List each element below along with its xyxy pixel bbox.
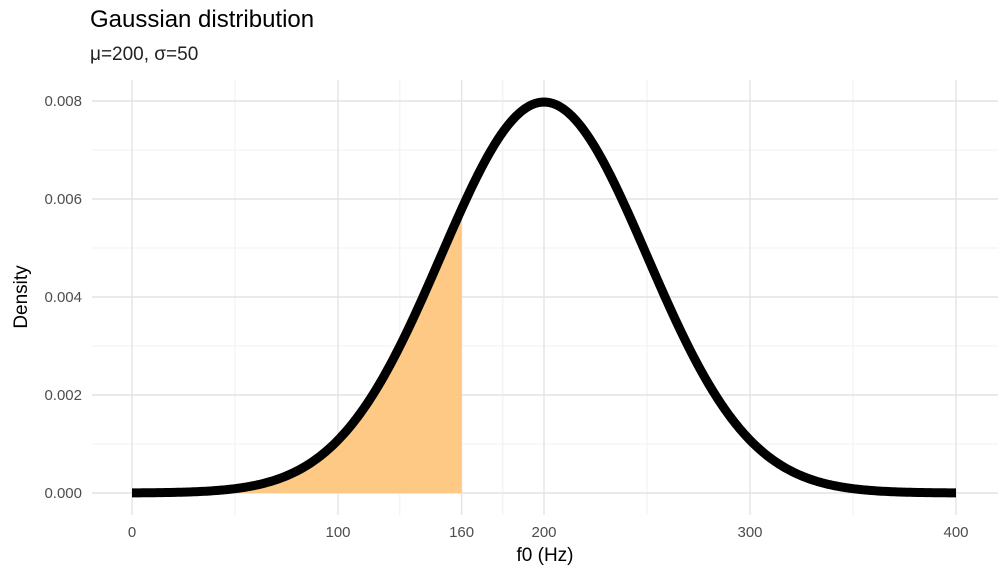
density-curve bbox=[129, 97, 959, 498]
x-tick-label: 100 bbox=[325, 524, 350, 541]
shaded-area bbox=[132, 209, 462, 493]
x-tick-label: 0 bbox=[128, 524, 136, 541]
x-tick-label: 400 bbox=[943, 524, 968, 541]
y-tick-label: 0.004 bbox=[44, 289, 82, 306]
y-axis-ticks: 0.000 0.002 0.004 0.006 0.008 bbox=[44, 93, 82, 502]
chart-title: Gaussian distribution bbox=[90, 6, 315, 33]
x-axis-title: f0 (Hz) bbox=[517, 545, 574, 566]
x-tick-label: 300 bbox=[737, 524, 762, 541]
grid-major bbox=[92, 80, 998, 515]
x-tick-label: 160 bbox=[449, 524, 474, 541]
y-axis-title: Density bbox=[11, 265, 32, 329]
y-tick-label: 0.002 bbox=[44, 387, 82, 404]
y-tick-label: 0.008 bbox=[44, 93, 82, 110]
y-tick-label: 0.006 bbox=[44, 191, 82, 208]
x-axis-ticks: 0 100 160 200 300 400 bbox=[128, 524, 969, 541]
x-tick-label: 200 bbox=[531, 524, 556, 541]
chart-subtitle: μ=200, σ=50 bbox=[90, 44, 199, 65]
y-tick-label: 0.000 bbox=[44, 485, 82, 502]
